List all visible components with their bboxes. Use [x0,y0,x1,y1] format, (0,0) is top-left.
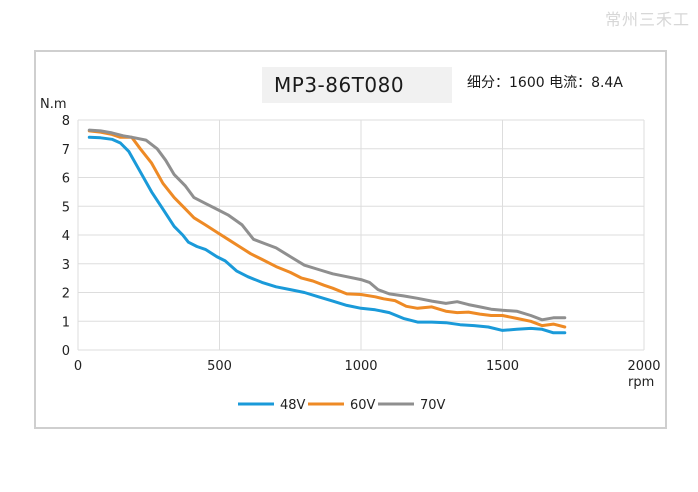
legend-label-60v: 60V [350,398,376,413]
y-tick-label: 2 [62,287,70,302]
watermark-text: 常州三禾工 [604,10,690,29]
legend-label-70v: 70V [420,398,446,413]
tick-labels: 0 1 2 3 4 5 6 7 8 0 500 1000 1500 2000 [62,114,661,374]
y-tick-label: 4 [62,229,70,244]
series-line-60v [87,129,567,329]
legend-label-48v: 48V [280,398,306,413]
y-axis-label: N.m [40,97,67,112]
series-line-70v [87,128,567,322]
title-box [262,67,452,103]
chart-frame [34,50,667,429]
x-tick-label: 1500 [486,359,519,374]
legend: 48V 60V 70V [238,398,446,413]
grid-lines [77,119,645,351]
x-tick-label: 0 [74,359,82,374]
series-lines [87,128,567,335]
y-tick-label: 7 [62,143,70,158]
x-tick-label: 1000 [344,359,377,374]
series-line-48v [87,135,567,335]
y-tick-label: 3 [62,258,70,273]
x-axis-label: rpm [628,375,654,390]
y-tick-label: 1 [62,315,70,330]
y-tick-label: 5 [62,200,70,215]
chart-title: MP3-86T080 [274,73,405,97]
x-tick-label: 2000 [627,359,660,374]
x-tick-label: 500 [207,359,232,374]
y-tick-label: 6 [62,172,70,187]
y-tick-label: 8 [62,114,70,129]
chart-subtitle: 细分：1600 电流：8.4A [467,75,623,91]
y-tick-label: 0 [62,344,70,359]
